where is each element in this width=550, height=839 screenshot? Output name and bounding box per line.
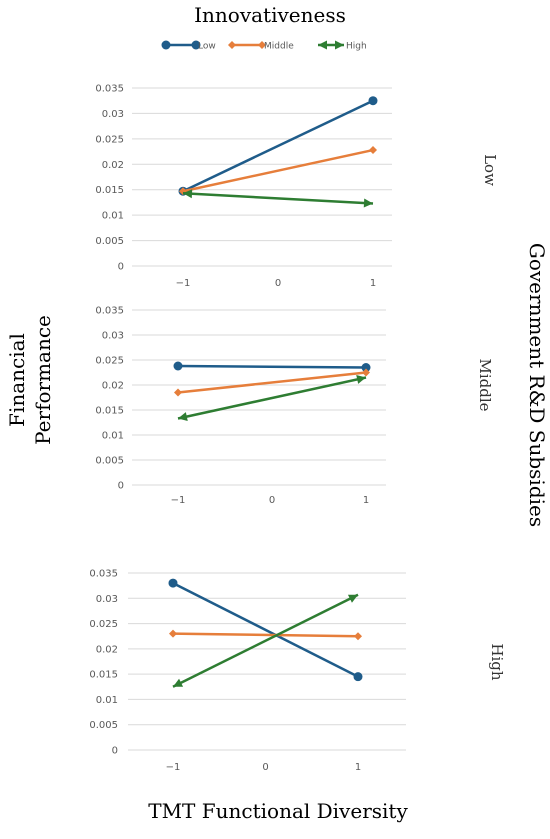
- point-marker: [228, 41, 236, 49]
- panel-high: 0 0.005 0.01 0.015 0.02 0.025 0.03 0.035 −1 0 1 Hig…: [89, 569, 506, 774]
- y-tick-label: 0.035: [95, 306, 124, 317]
- y-tick-label: 0.03: [102, 109, 124, 120]
- y-tick-label: 0.03: [96, 594, 118, 605]
- panel-middle: 0 0.005 0.01 0.015 0.02 0.025 0.03 0.035 −1 0 1 Mid…: [95, 306, 494, 507]
- x-tick-label: 1: [355, 762, 361, 773]
- x-axis-title: TMT Functional Diversity: [148, 799, 408, 823]
- point-marker: [161, 40, 171, 50]
- point-marker: [191, 40, 201, 50]
- legend-item-middle: Middle: [228, 41, 294, 52]
- series-line: [177, 371, 367, 394]
- point-marker: [168, 578, 178, 588]
- point-marker: [183, 189, 193, 199]
- x-tick-label: −1: [176, 278, 191, 289]
- legend-label: High: [346, 42, 367, 52]
- right-axis-title: Government R&D Subsidies: [525, 243, 549, 527]
- series-high: [177, 375, 367, 421]
- panel-label: Low: [481, 154, 499, 186]
- y-tick-label: 0.02: [102, 160, 124, 171]
- y-tick-label: 0.02: [102, 381, 124, 392]
- series-low: [178, 96, 378, 196]
- series-line: [177, 364, 367, 369]
- series-line: [172, 581, 359, 678]
- panel-label: Middle: [476, 358, 494, 411]
- x-tick-label: −1: [166, 762, 181, 773]
- point-marker: [362, 368, 370, 377]
- series-high: [172, 593, 359, 688]
- point-marker: [354, 632, 362, 641]
- point-marker: [169, 629, 177, 638]
- top-title: Innovativeness: [194, 3, 346, 27]
- point-marker: [368, 96, 378, 106]
- y-tick-label: 0.015: [89, 670, 118, 681]
- series-line: [177, 376, 367, 420]
- x-tick-label: −1: [171, 495, 186, 506]
- y-tick-label: 0.025: [95, 356, 124, 367]
- series-line: [172, 593, 359, 688]
- series-low: [168, 578, 363, 682]
- y-tick-label: 0.015: [95, 185, 124, 196]
- series-line: [182, 99, 374, 193]
- series-middle: [179, 146, 377, 196]
- series-line: [182, 148, 374, 193]
- point-marker: [178, 412, 188, 421]
- y-tick-label: 0.02: [96, 644, 118, 655]
- point-marker: [361, 363, 371, 372]
- y-axis-title-line2: Performance: [31, 315, 55, 445]
- series-middle: [169, 629, 362, 641]
- point-marker: [173, 361, 183, 371]
- series-line: [182, 192, 374, 205]
- x-tick-label: 1: [370, 278, 376, 289]
- point-marker: [347, 594, 358, 603]
- series-middle: [174, 368, 370, 397]
- y-tick-label: 0: [112, 746, 118, 757]
- y-tick-label: 0.01: [102, 211, 124, 222]
- y-tick-label: 0.03: [102, 331, 124, 342]
- panel-label: High: [488, 643, 506, 680]
- y-tick-label: 0.035: [89, 569, 118, 580]
- y-tick-label: 0.025: [95, 134, 124, 145]
- y-tick-label: 0.005: [95, 456, 124, 467]
- legend-item-low: Low: [161, 40, 216, 52]
- point-marker: [369, 146, 377, 155]
- point-marker: [318, 40, 327, 50]
- y-tick-label: 0.01: [102, 431, 124, 442]
- y-tick-label: 0: [118, 262, 124, 273]
- panels: 0 0.005 0.01 0.015 0.02 0.025 0.03 0.035 −1 0 1 Low…: [89, 84, 506, 774]
- y-tick-label: 0: [118, 481, 124, 492]
- y-tick-label: 0.035: [95, 84, 124, 95]
- panel-low: 0 0.005 0.01 0.015 0.02 0.025 0.03 0.035 −1 0 1 Low: [95, 84, 499, 290]
- point-marker: [363, 198, 373, 208]
- legend: Low Middle High: [161, 40, 367, 52]
- x-tick-label: 0: [269, 495, 275, 506]
- y-tick-label: 0.01: [96, 695, 118, 706]
- x-tick-label: 0: [275, 278, 281, 289]
- x-tick-label: 1: [363, 495, 369, 506]
- series-high: [182, 189, 374, 208]
- y-axis-title-line1: Financial: [5, 333, 29, 427]
- point-marker: [174, 388, 182, 397]
- y-tick-label: 0.005: [95, 236, 124, 247]
- y-tick-label: 0.015: [95, 406, 124, 417]
- point-marker: [335, 40, 344, 50]
- y-tick-label: 0.025: [89, 619, 118, 630]
- point-marker: [258, 41, 266, 49]
- series-line: [172, 632, 359, 638]
- point-marker: [173, 678, 184, 687]
- legend-item-high: High: [318, 40, 367, 52]
- point-marker: [353, 672, 363, 682]
- y-tick-label: 0.005: [89, 720, 118, 731]
- point-marker: [356, 375, 366, 384]
- x-tick-label: 0: [262, 762, 268, 773]
- legend-label: Low: [198, 42, 216, 52]
- legend-label: Middle: [264, 42, 294, 52]
- series-low: [173, 361, 371, 372]
